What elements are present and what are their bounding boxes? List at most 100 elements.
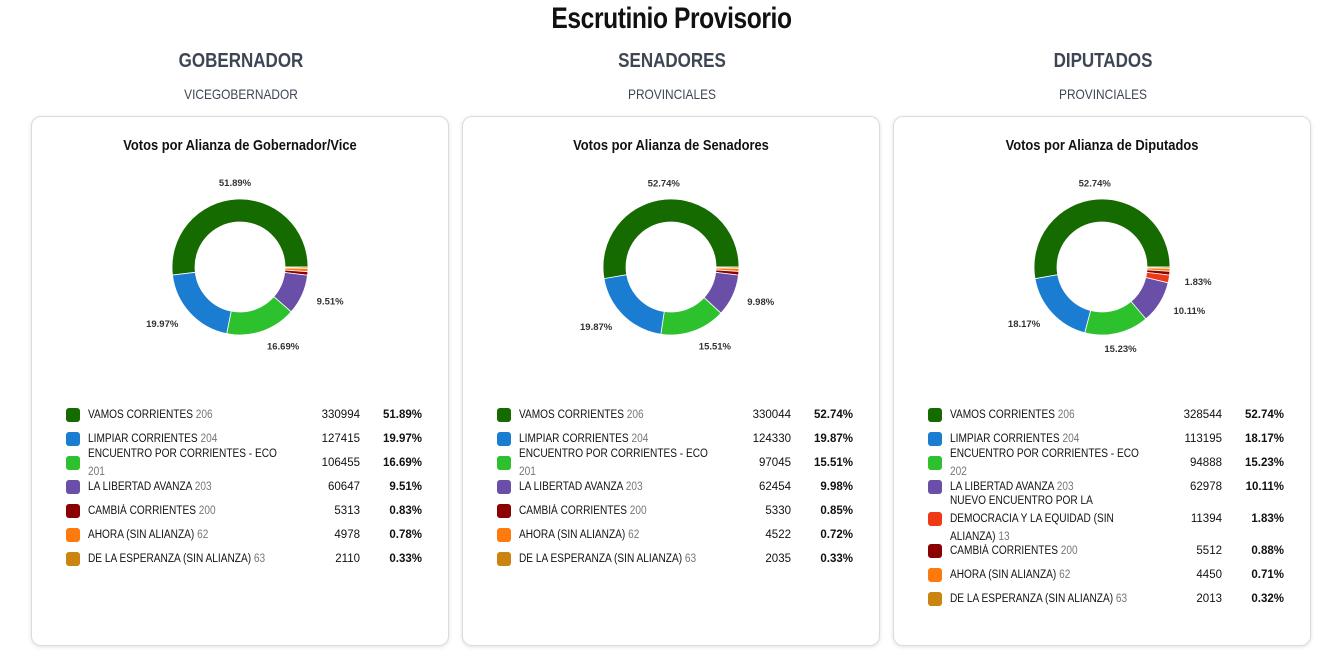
legend-row[interactable]: NUEVO ENCUENTRO POR LA DEMOCRACIA Y LA E…: [928, 495, 1284, 543]
legend-row[interactable]: DE LA ESPERANZA (SIN ALIANZA) 63 2110 0.33…: [66, 547, 422, 571]
vote-percentage: 0.72%: [820, 529, 853, 541]
donut-chart: 52.74% 1.83% 10.11% 15.23% 18.17%: [1008, 178, 1212, 355]
legend-swatch: [928, 456, 942, 470]
legend-row[interactable]: AHORA (SIN ALIANZA) 62 4978 0.78%: [66, 523, 422, 547]
vote-percentage: 15.23%: [1244, 457, 1284, 469]
legend-swatch: [497, 456, 511, 470]
legend-row[interactable]: CAMBIÁ CORRIENTES 200 5313 0.83%: [66, 499, 422, 523]
party-name: DE LA ESPERANZA (SIN ALIANZA): [88, 553, 252, 565]
legend-row[interactable]: ENCUENTRO POR CORRIENTES - ECO 202 94888 1…: [928, 448, 1284, 478]
column-subtitle: PROVINCIALES: [1059, 86, 1147, 102]
party-number: 206: [1057, 409, 1075, 421]
slice-label: 19.87%: [580, 322, 613, 333]
party-number: 63: [684, 553, 697, 565]
vote-percentage: 0.71%: [1251, 569, 1284, 581]
vote-percentage: 19.97%: [382, 433, 422, 445]
column-subtitle: PROVINCIALES: [628, 86, 716, 102]
party-number: 203: [625, 481, 643, 493]
legend-label: AHORA (SIN ALIANZA) 62: [88, 526, 282, 544]
column-title: GOBERNADOR: [178, 50, 304, 72]
legend-row[interactable]: LA LIBERTAD AVANZA 203 62454 9.98%: [497, 475, 853, 499]
party-number: 201: [519, 466, 536, 478]
legend-row[interactable]: LIMPIAR CORRIENTES 204 124330 19.87%: [497, 427, 853, 451]
legend-row[interactable]: DE LA ESPERANZA (SIN ALIANZA) 63 2013 0.32…: [928, 587, 1284, 611]
legend-row[interactable]: VAMOS CORRIENTES 206 328544 52.74%: [928, 403, 1284, 427]
party-name: NUEVO ENCUENTRO POR LA DEMOCRACIA Y LA E…: [950, 495, 1114, 543]
legend-row[interactable]: LA LIBERTAD AVANZA 203 60647 9.51%: [66, 475, 422, 499]
chart-card: Votos por Alianza de Gobernador/Vice 51.…: [31, 116, 449, 646]
donut-slice-limpiar-corrientes[interactable]: [1034, 274, 1092, 334]
legend-swatch: [497, 408, 511, 422]
donut-chart: 52.74% 9.98% 15.51% 19.87%: [580, 178, 775, 352]
legend-row[interactable]: CAMBIÁ CORRIENTES 200 5512 0.88%: [928, 539, 1284, 563]
vote-count: 4450: [1196, 569, 1222, 581]
vote-percentage: 9.98%: [820, 481, 853, 493]
party-name: CAMBIÁ CORRIENTES: [88, 505, 196, 517]
party-name: DE LA ESPERANZA (SIN ALIANZA): [519, 553, 683, 565]
legend-row[interactable]: CAMBIÁ CORRIENTES 200 5330 0.85%: [497, 499, 853, 523]
legend-row[interactable]: LA LIBERTAD AVANZA 203 62978 10.11%: [928, 475, 1284, 499]
legend-row[interactable]: DE LA ESPERANZA (SIN ALIANZA) 63 2035 0.33…: [497, 547, 853, 571]
donut-slice-vamos-corrientes[interactable]: [171, 198, 309, 276]
vote-count: 330994: [321, 409, 360, 421]
vote-percentage: 10.11%: [1245, 481, 1284, 493]
party-name: LIMPIAR CORRIENTES: [88, 433, 198, 445]
legend-label: DE LA ESPERANZA (SIN ALIANZA) 63: [88, 550, 282, 568]
legend-swatch: [497, 504, 511, 518]
slice-label: 51.89%: [219, 178, 252, 189]
donut-slice-vamos-corrientes[interactable]: [602, 198, 740, 280]
vote-count: 5512: [1196, 545, 1222, 557]
legend-row[interactable]: AHORA (SIN ALIANZA) 62 4522 0.72%: [497, 523, 853, 547]
legend-swatch: [497, 528, 511, 542]
donut-chart: 51.89% 9.51% 16.69% 19.97%: [146, 178, 344, 352]
legend-row[interactable]: VAMOS CORRIENTES 206 330994 51.89%: [66, 403, 422, 427]
slice-label: 19.97%: [146, 319, 179, 330]
chart-title: Votos por Alianza de Diputados: [1005, 137, 1199, 154]
slice-label: 1.83%: [1185, 277, 1212, 288]
slice-label: 9.98%: [747, 297, 774, 308]
legend-label: CAMBIÁ CORRIENTES 200: [88, 502, 282, 520]
donut-slice-limpiar-corrientes[interactable]: [172, 271, 232, 335]
legend-label: CAMBIÁ CORRIENTES 200: [519, 502, 713, 520]
chart-legend: VAMOS CORRIENTES 206 328544 52.74% LIMPIAR …: [928, 403, 1284, 611]
vote-percentage: 16.69%: [382, 457, 422, 469]
legend-label: CAMBIÁ CORRIENTES 200: [950, 542, 1144, 560]
party-number: 201: [88, 466, 105, 478]
party-number: 204: [1062, 433, 1080, 445]
legend-swatch: [497, 480, 511, 494]
party-name: AHORA (SIN ALIANZA): [519, 529, 626, 541]
party-name: DE LA ESPERANZA (SIN ALIANZA): [950, 593, 1114, 605]
legend-swatch: [928, 512, 942, 526]
legend-row[interactable]: AHORA (SIN ALIANZA) 62 4450 0.71%: [928, 563, 1284, 587]
vote-percentage: 0.33%: [389, 553, 422, 565]
party-number: 62: [628, 529, 640, 541]
legend-label: DE LA ESPERANZA (SIN ALIANZA) 63: [519, 550, 713, 568]
legend-row[interactable]: ENCUENTRO POR CORRIENTES - ECO 201 97045 1…: [497, 448, 853, 478]
party-name: VAMOS CORRIENTES: [950, 409, 1055, 421]
legend-label: DE LA ESPERANZA (SIN ALIANZA) 63: [950, 590, 1144, 608]
column-senadores: SENADORES PROVINCIALES Votos por Alianza…: [462, 0, 882, 668]
donut-slice-vamos-corrientes[interactable]: [1033, 198, 1171, 280]
party-number: 200: [629, 505, 647, 517]
donut-slice-limpiar-corrientes[interactable]: [603, 274, 665, 335]
party-name: VAMOS CORRIENTES: [88, 409, 193, 421]
party-number: 204: [200, 433, 218, 445]
legend-row[interactable]: VAMOS CORRIENTES 206 330044 52.74%: [497, 403, 853, 427]
column-subtitle: VICEGOBERNADOR: [184, 86, 298, 102]
vote-count: 62978: [1190, 481, 1222, 493]
slice-label: 18.17%: [1008, 319, 1041, 330]
vote-count: 4978: [334, 529, 360, 541]
vote-count: 330044: [752, 409, 791, 421]
legend-row[interactable]: LIMPIAR CORRIENTES 204 113195 18.17%: [928, 427, 1284, 451]
legend-row[interactable]: ENCUENTRO POR CORRIENTES - ECO 201 106455…: [66, 448, 422, 478]
legend-swatch: [497, 552, 511, 566]
vote-percentage: 51.89%: [382, 409, 422, 421]
legend-label: AHORA (SIN ALIANZA) 62: [950, 566, 1144, 584]
slice-label: 15.51%: [699, 341, 732, 352]
party-number: 206: [626, 409, 644, 421]
vote-count: 5313: [334, 505, 360, 517]
party-number: 206: [195, 409, 213, 421]
legend-row[interactable]: LIMPIAR CORRIENTES 204 127415 19.97%: [66, 427, 422, 451]
party-name: ENCUENTRO POR CORRIENTES - ECO: [950, 448, 1139, 460]
vote-count: 4522: [765, 529, 791, 541]
